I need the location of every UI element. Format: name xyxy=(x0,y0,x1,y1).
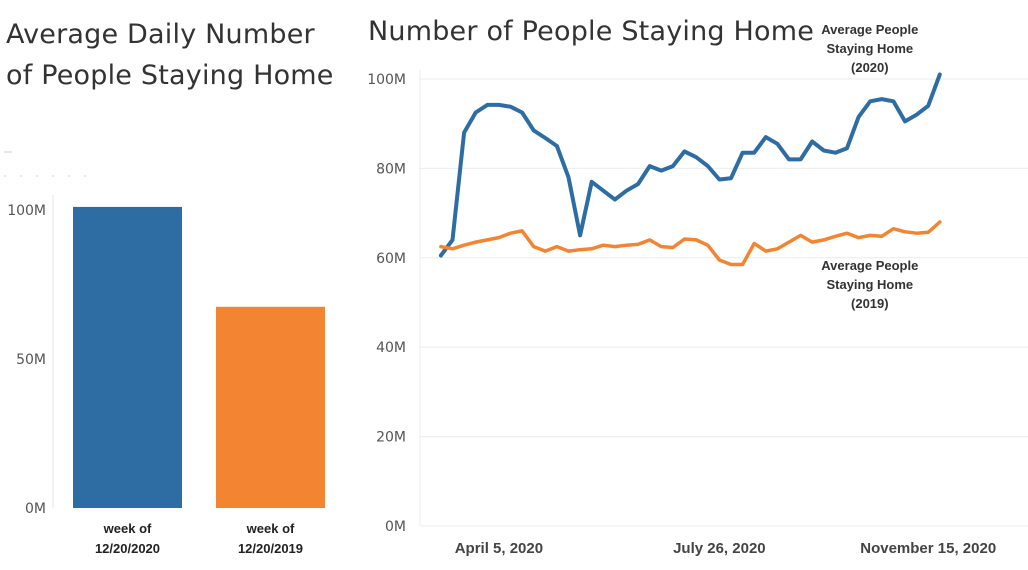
bar-chart: 0M 50M 100M week of 12/20/2020 week of 12/20/… xyxy=(4,151,325,556)
line-x-tick-label: April 5, 2020 xyxy=(455,540,543,557)
series-annotation-label: (2020) xyxy=(851,60,889,75)
bar-y-tick-label: 50M xyxy=(16,352,46,368)
bar-2 xyxy=(216,306,325,508)
bar-category-label: week of xyxy=(246,521,295,536)
series-annotation-label: (2019) xyxy=(851,296,889,311)
line-y-tick-label: 100M xyxy=(367,72,406,88)
bar-chart-title: Average Daily Number of People Staying H… xyxy=(6,19,334,91)
line-series-2020 xyxy=(438,72,942,258)
line-series-2019 xyxy=(439,220,942,267)
bar-category-label: week of xyxy=(103,521,152,536)
bar-category-label: 12/20/2019 xyxy=(238,541,303,556)
bar-category-label: 12/20/2020 xyxy=(95,541,160,556)
series-annotation-label: Staying Home xyxy=(826,277,913,292)
line-x-tick-label: July 26, 2020 xyxy=(673,540,766,557)
series-annotation-label: Staying Home xyxy=(826,41,913,56)
line-y-tick-label: 80M xyxy=(376,161,406,177)
bar-y-tick-label: 0M xyxy=(25,501,46,517)
series-annotation-label: Average People xyxy=(821,258,918,273)
bar-y-tick-label: 100M xyxy=(7,203,46,219)
line-chart-title: Number of People Staying Home xyxy=(368,16,815,47)
line-x-tick-label: November 15, 2020 xyxy=(860,540,996,557)
line-y-tick-label: 0M xyxy=(385,519,406,535)
line-y-tick-label: 20M xyxy=(376,430,406,446)
bar-1 xyxy=(73,206,182,508)
series-annotation-label: Average People xyxy=(821,22,918,37)
line-y-tick-label: 40M xyxy=(376,340,406,356)
line-y-tick-label: 60M xyxy=(376,251,406,267)
